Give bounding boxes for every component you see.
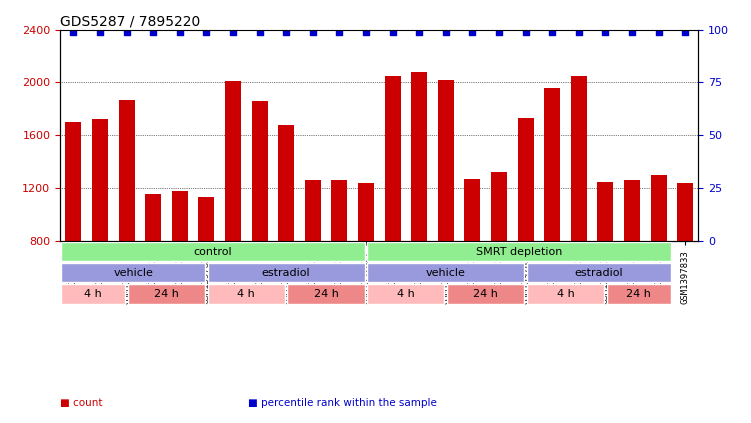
Point [520, 28, 532, 35]
FancyBboxPatch shape [62, 263, 205, 283]
Point [68, 28, 80, 35]
Bar [65, 122, 81, 241]
Text: estradiol: estradiol [575, 268, 623, 278]
Point [121, 28, 133, 35]
Bar [92, 119, 108, 241]
FancyBboxPatch shape [208, 285, 285, 304]
Point [546, 28, 558, 35]
Bar [198, 198, 214, 241]
FancyBboxPatch shape [527, 285, 604, 304]
Point [387, 28, 399, 35]
Point [599, 28, 611, 35]
Point [227, 28, 239, 35]
Bar [252, 101, 267, 241]
FancyBboxPatch shape [447, 285, 524, 304]
Bar [385, 76, 400, 241]
Point [466, 28, 478, 35]
Point [413, 28, 425, 35]
Text: 4 h: 4 h [237, 289, 255, 299]
Text: 24 h: 24 h [473, 289, 498, 299]
Text: vehicle: vehicle [113, 268, 153, 278]
Point [94, 28, 106, 35]
Bar [358, 183, 374, 241]
Bar [331, 180, 347, 241]
Bar [650, 175, 667, 241]
Text: SMRT depletion: SMRT depletion [475, 247, 562, 257]
Bar [172, 191, 188, 241]
FancyBboxPatch shape [288, 285, 365, 304]
Point [306, 28, 318, 35]
FancyBboxPatch shape [128, 285, 205, 304]
Point [573, 28, 585, 35]
Bar [278, 125, 294, 241]
Text: 4 h: 4 h [397, 289, 415, 299]
Text: 24 h: 24 h [626, 289, 651, 299]
Bar [464, 179, 481, 241]
FancyBboxPatch shape [367, 263, 524, 283]
Bar [119, 100, 134, 241]
FancyBboxPatch shape [607, 285, 671, 304]
Text: 4 h: 4 h [84, 289, 102, 299]
Bar [412, 72, 427, 241]
FancyBboxPatch shape [208, 263, 365, 283]
FancyBboxPatch shape [62, 242, 365, 261]
Point [493, 28, 505, 35]
Point [626, 28, 638, 35]
Text: control: control [194, 247, 232, 257]
Point [147, 28, 159, 35]
Bar [624, 180, 640, 241]
Bar [544, 88, 560, 241]
Text: 24 h: 24 h [314, 289, 339, 299]
Point [333, 28, 345, 35]
Text: time: time [0, 422, 1, 423]
Text: vehicle: vehicle [426, 268, 466, 278]
Point [173, 28, 185, 35]
Bar [145, 194, 161, 241]
Point [440, 28, 452, 35]
Point [254, 28, 266, 35]
Point [280, 28, 292, 35]
Bar [517, 118, 533, 241]
Bar [225, 81, 241, 241]
Text: estradiol: estradiol [262, 268, 310, 278]
FancyBboxPatch shape [367, 242, 671, 261]
Bar [305, 180, 321, 241]
Text: protocol: protocol [0, 422, 1, 423]
Text: ■ percentile rank within the sample: ■ percentile rank within the sample [248, 398, 436, 408]
FancyBboxPatch shape [527, 263, 671, 283]
Bar [571, 76, 587, 241]
Bar [677, 183, 693, 241]
Text: agent: agent [0, 422, 1, 423]
Bar [597, 181, 614, 241]
Point [360, 28, 372, 35]
Bar [438, 80, 454, 241]
Point [679, 28, 691, 35]
FancyBboxPatch shape [367, 285, 445, 304]
Point [653, 28, 665, 35]
Text: GDS5287 / 7895220: GDS5287 / 7895220 [60, 14, 201, 28]
Point [201, 28, 213, 35]
Text: 24 h: 24 h [154, 289, 179, 299]
FancyBboxPatch shape [62, 285, 125, 304]
Text: 4 h: 4 h [556, 289, 575, 299]
Text: ■ count: ■ count [60, 398, 103, 408]
Bar [491, 173, 507, 241]
